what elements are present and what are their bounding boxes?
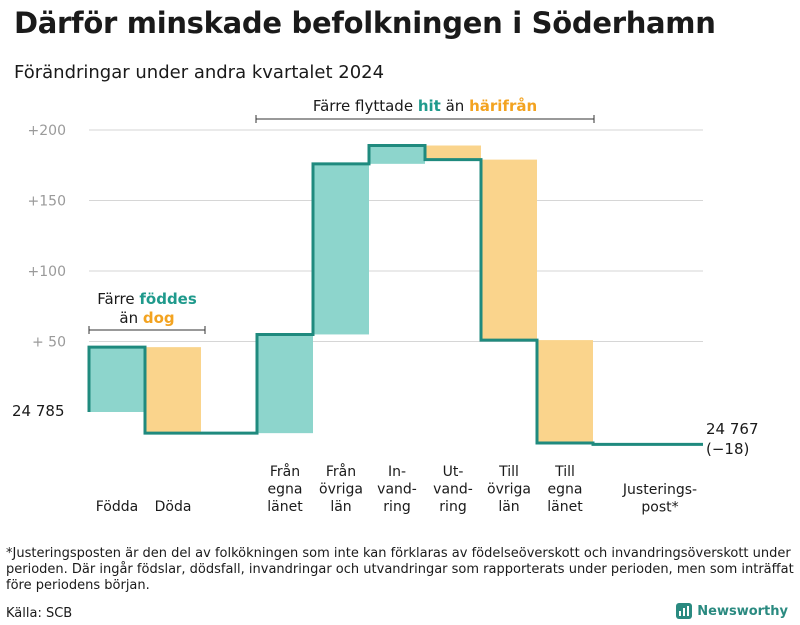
bar-utvandring xyxy=(426,145,481,160)
chart-subtitle: Förändringar under andra kvartalet 2024 xyxy=(14,62,385,83)
category-label-till_ovriga: Till xyxy=(498,464,519,480)
category-label-fran_ovriga: län xyxy=(330,499,351,515)
end-value-label: 24 767 xyxy=(706,420,759,438)
natural-annotation-line1: Färre föddes xyxy=(97,290,197,308)
category-label-utvandring: vand- xyxy=(433,482,473,498)
category-label-justering: Justerings- xyxy=(622,482,697,498)
category-label-fran_egna: Från xyxy=(270,463,300,480)
category-label-till_ovriga: län xyxy=(498,499,519,515)
category-label-invandring: ring xyxy=(383,499,410,515)
y-tick-label: +150 xyxy=(28,194,66,210)
y-tick-label: + 50 xyxy=(32,335,66,351)
brand: Newsworthy xyxy=(676,603,788,619)
source: Källa: SCB xyxy=(6,606,73,621)
category-label-invandring: vand- xyxy=(377,482,417,498)
category-labels: Födda DödaFrånegnalänetFrånövrigalänIn-va… xyxy=(96,463,697,516)
bar-till_egna xyxy=(538,340,593,444)
grid xyxy=(89,129,703,342)
y-tick-label: +200 xyxy=(28,123,66,139)
category-label-till_egna: länet xyxy=(547,499,583,515)
end-change-label: (−18) xyxy=(706,440,749,458)
newsworthy-logo-icon xyxy=(676,603,693,619)
category-label-fran_egna: länet xyxy=(267,499,303,515)
category-label-justering: post* xyxy=(641,500,678,516)
y-tick-label: +100 xyxy=(28,264,66,280)
category-label-utvandring: Ut- xyxy=(443,464,464,480)
category-label-utvandring: ring xyxy=(439,499,466,515)
chart-title: Därför minskade befolkningen i Söderhamn xyxy=(14,6,716,40)
bar-fodda xyxy=(90,347,145,412)
annotations: Färre föddes än dog Färre flyttade hit ä… xyxy=(88,97,595,334)
category-label-invandring: In- xyxy=(388,464,406,480)
category-label-till_egna: Till xyxy=(554,464,575,480)
category-label-fran_ovriga: Från xyxy=(326,463,356,480)
bar-invandring xyxy=(370,145,425,164)
bars xyxy=(90,145,593,444)
start-value-label: 24 785 xyxy=(12,402,65,420)
migration-annotation: Färre flyttade hit än härifrån xyxy=(313,97,537,115)
category-label-fran_egna: egna xyxy=(268,482,303,498)
bar-till_ovriga xyxy=(482,159,537,341)
category-label-fran_ovriga: övriga xyxy=(319,482,363,498)
category-label-doda: Döda xyxy=(155,499,192,515)
bar-fran_egna xyxy=(258,334,313,434)
bar-fran_ovriga xyxy=(314,163,369,335)
waterfall-chart: +200+150+100+ 50 Födda DödaFrånegnalänetF… xyxy=(12,97,759,516)
category-label-till_egna: egna xyxy=(548,482,583,498)
y-axis-ticks: +200 +150 +100 + 50 xyxy=(28,123,66,351)
running-total-line xyxy=(87,144,703,446)
footnote: *Justeringsposten är den del av folkökni… xyxy=(6,546,794,593)
natural-annotation-line2: än dog xyxy=(119,309,174,327)
bar-doda xyxy=(146,347,201,434)
category-label-fodda: Födda xyxy=(96,499,138,515)
brand-name: Newsworthy xyxy=(697,603,788,619)
category-label-till_ovriga: övriga xyxy=(487,482,531,498)
